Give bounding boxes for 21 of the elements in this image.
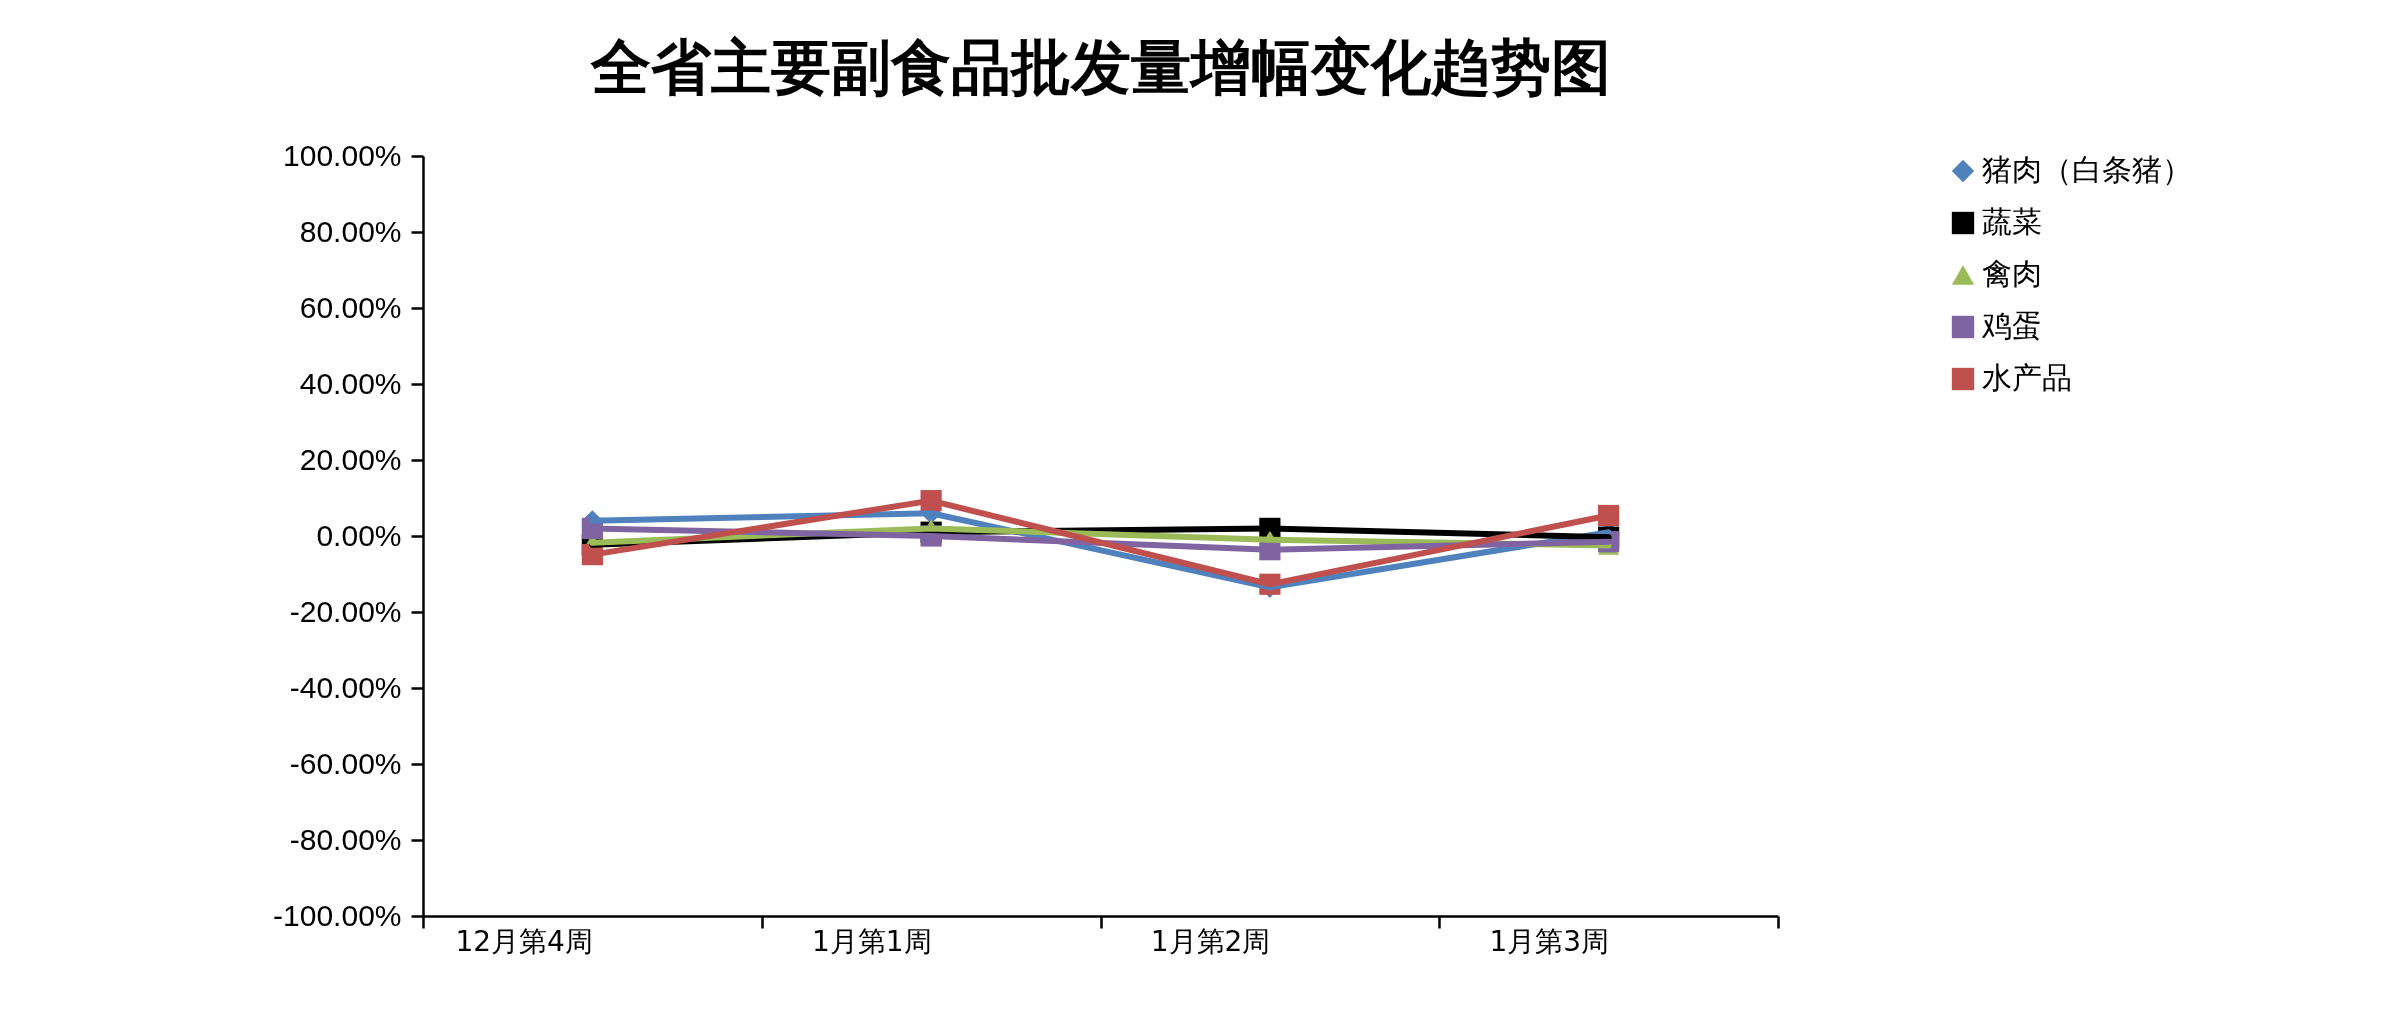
y-tick-label: -80.00% [289, 822, 402, 856]
y-tick-label: 100.00% [283, 138, 402, 172]
y-tick-label: -40.00% [289, 670, 402, 704]
x-tick-label: 1月第2周 [1150, 924, 1271, 958]
y-tick-label: -60.00% [289, 746, 402, 780]
y-tick-label: 60.00% [299, 290, 402, 324]
x-tick-label: 1月第1周 [811, 924, 932, 958]
legend-label: 禽肉 [1982, 256, 2042, 291]
y-tick-label: 40.00% [299, 366, 402, 400]
y-tick-label: 80.00% [299, 214, 402, 248]
legend-label: 水产品 [1982, 360, 2072, 395]
y-tick-label: 0.00% [316, 518, 402, 552]
y-tick-label: 20.00% [299, 442, 402, 476]
legend-label: 猪肉（白条猪） [1982, 152, 2192, 187]
chart-title: 全省主要副食品批发量增幅变化趋势图 [589, 32, 1611, 102]
x-tick-label: 1月第3周 [1489, 924, 1610, 958]
y-tick-label: -100.00% [273, 898, 402, 932]
legend-label: 鸡蛋 [1981, 308, 2042, 343]
legend-label: 蔬菜 [1982, 204, 2042, 239]
x-tick-label: 12月第4周 [455, 924, 593, 958]
y-tick-label: -20.00% [289, 594, 402, 628]
